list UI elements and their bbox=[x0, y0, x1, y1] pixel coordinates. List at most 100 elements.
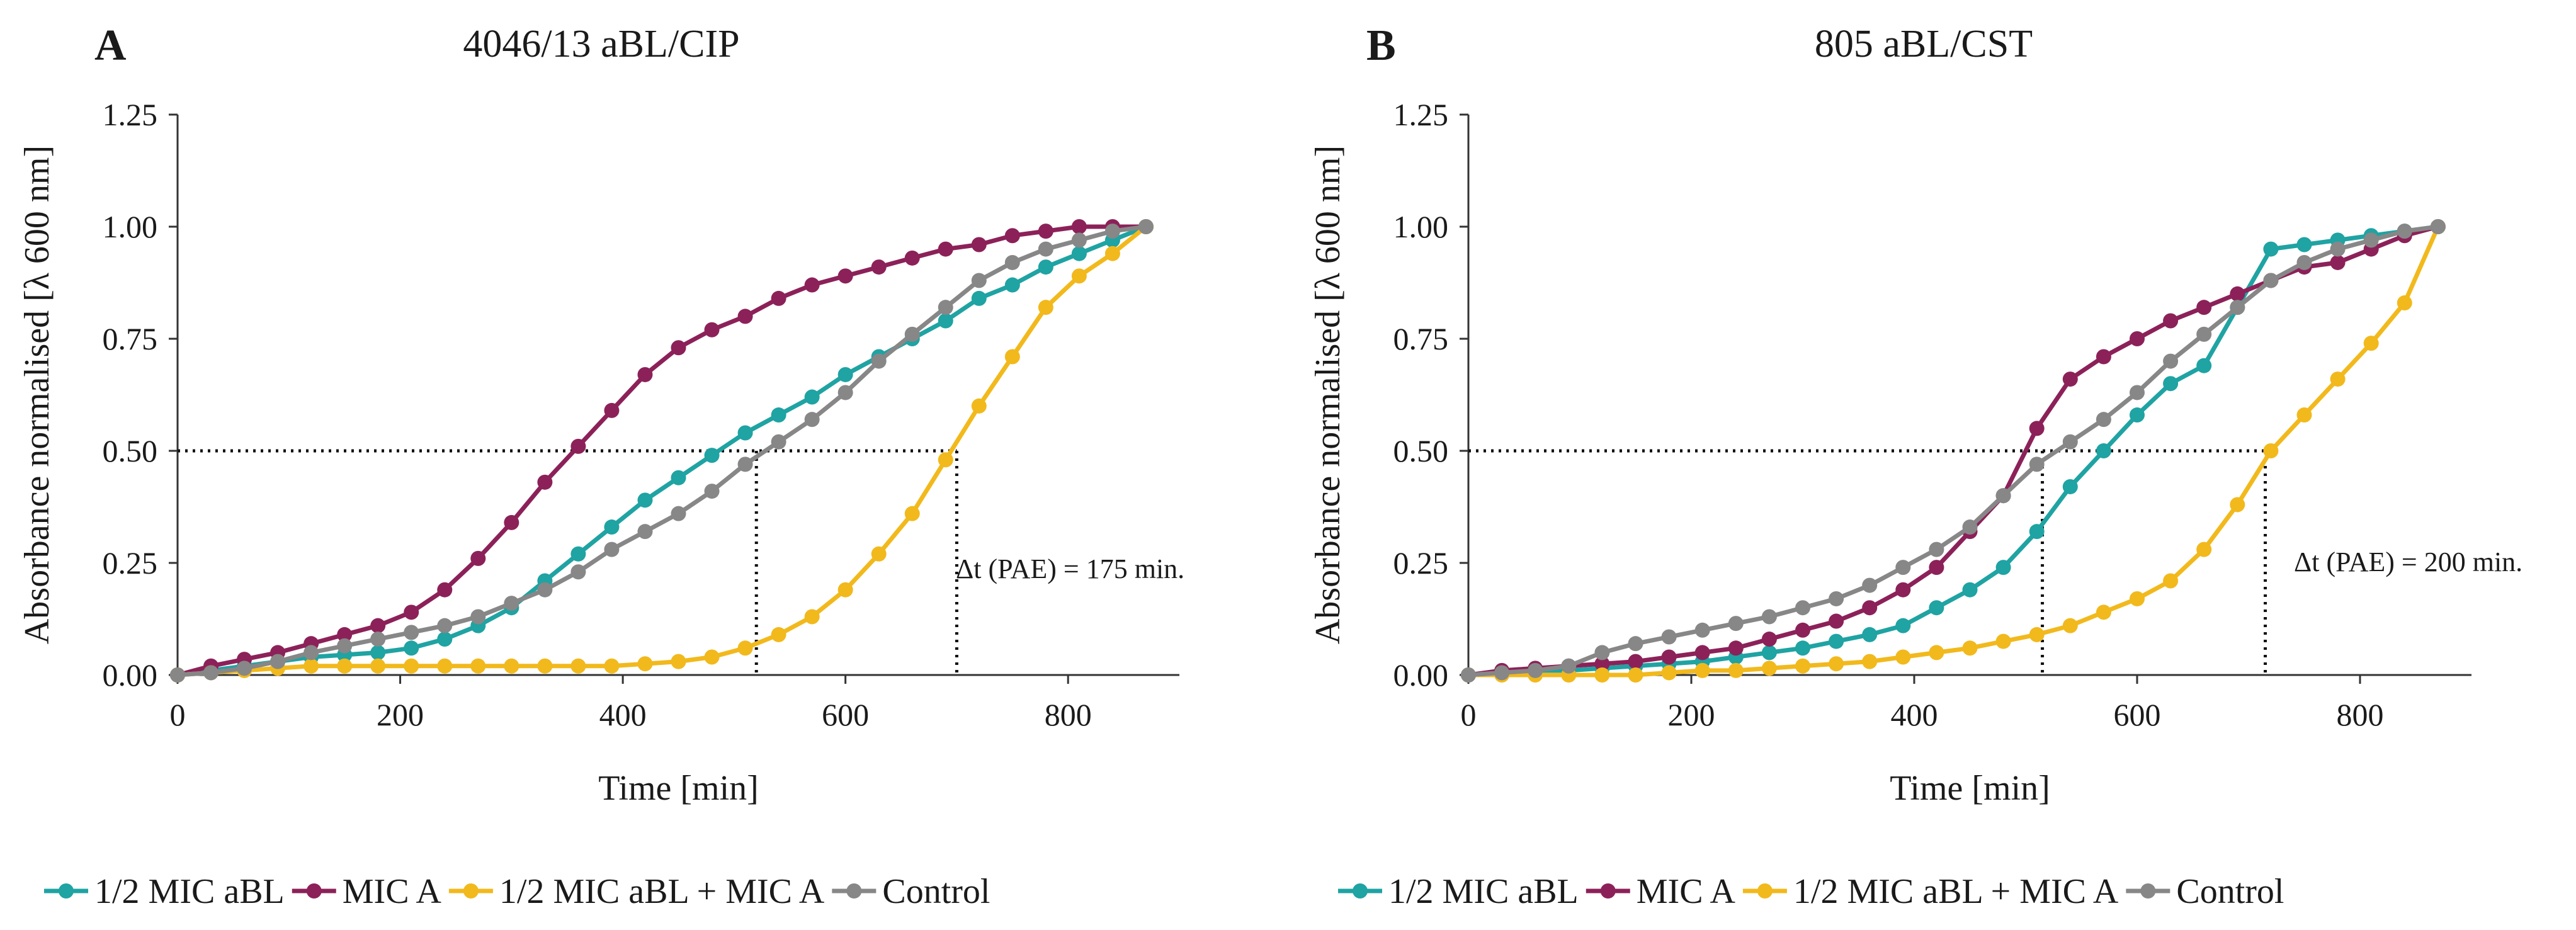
data-point bbox=[1038, 241, 1053, 257]
data-point bbox=[2397, 224, 2412, 239]
data-point bbox=[570, 658, 586, 674]
legend-swatch-marker bbox=[2140, 883, 2156, 899]
data-point bbox=[871, 546, 887, 562]
data-point bbox=[1829, 591, 1844, 606]
data-point bbox=[837, 385, 853, 400]
data-point bbox=[1761, 645, 1777, 661]
data-point bbox=[2130, 331, 2145, 346]
y-tick-label: 1.25 bbox=[103, 97, 158, 132]
data-point bbox=[2130, 385, 2145, 400]
data-point bbox=[2163, 573, 2179, 589]
legend-swatch-marker bbox=[306, 883, 322, 899]
data-point bbox=[2096, 604, 2111, 620]
data-point bbox=[537, 582, 553, 598]
data-point bbox=[1694, 645, 1710, 661]
y-tick-label: 1.00 bbox=[1393, 209, 1449, 244]
data-point bbox=[971, 398, 987, 414]
data-point bbox=[737, 640, 753, 656]
data-point bbox=[637, 524, 653, 540]
data-point bbox=[2096, 443, 2111, 458]
data-point bbox=[604, 542, 620, 557]
data-point bbox=[2062, 618, 2078, 633]
data-point bbox=[370, 658, 386, 674]
y-axis-label: Absorbance normalised [λ 600 nm] bbox=[18, 145, 57, 644]
data-point bbox=[938, 452, 953, 468]
data-point bbox=[637, 366, 653, 382]
data-point bbox=[2330, 371, 2346, 387]
data-point bbox=[904, 506, 920, 521]
data-point bbox=[470, 609, 486, 625]
data-point bbox=[1038, 259, 1053, 275]
data-point bbox=[2163, 376, 2179, 392]
data-point bbox=[1138, 219, 1154, 234]
data-point bbox=[1728, 616, 1744, 632]
data-point bbox=[671, 470, 686, 485]
x-tick-label: 0 bbox=[1461, 697, 1477, 732]
y-tick-label: 0.75 bbox=[103, 321, 158, 356]
data-point bbox=[2196, 358, 2212, 373]
data-point bbox=[170, 667, 185, 683]
x-tick-label: 200 bbox=[377, 697, 424, 732]
x-tick-label: 800 bbox=[2337, 697, 2384, 732]
y-tick-label: 0.00 bbox=[103, 657, 158, 693]
data-point bbox=[1829, 613, 1844, 629]
data-point bbox=[1895, 618, 1911, 633]
chart-title: 4046/13 aBL/CIP bbox=[463, 23, 739, 65]
data-point bbox=[537, 474, 553, 490]
data-point bbox=[370, 632, 386, 647]
y-tick-label: 0.75 bbox=[1393, 321, 1449, 356]
x-tick-label: 800 bbox=[1045, 697, 1092, 732]
data-point bbox=[704, 322, 720, 337]
data-point bbox=[404, 640, 419, 656]
legend-swatch-marker bbox=[463, 883, 479, 899]
y-tick-label: 1.25 bbox=[1393, 97, 1449, 132]
data-point bbox=[1795, 600, 1810, 616]
data-point bbox=[1829, 633, 1844, 649]
data-point bbox=[1929, 542, 1944, 557]
x-tick-label: 400 bbox=[599, 697, 647, 732]
data-point bbox=[938, 313, 953, 329]
data-point bbox=[2029, 627, 2045, 642]
data-point bbox=[1071, 246, 1087, 261]
data-point bbox=[1661, 665, 1677, 681]
data-point bbox=[2363, 232, 2379, 248]
x-tick-label: 400 bbox=[1891, 697, 1938, 732]
data-point bbox=[304, 658, 319, 674]
data-point bbox=[504, 514, 519, 530]
y-tick-label: 0.00 bbox=[1393, 657, 1449, 693]
data-point bbox=[1071, 268, 1087, 284]
data-point bbox=[2029, 456, 2045, 472]
data-point bbox=[704, 649, 720, 665]
data-point bbox=[2263, 443, 2279, 458]
data-point bbox=[337, 627, 353, 642]
data-point bbox=[1761, 661, 1777, 676]
legend-label: MIC A bbox=[343, 872, 442, 911]
data-point bbox=[2263, 241, 2279, 257]
data-point bbox=[1895, 560, 1911, 576]
data-point bbox=[1962, 519, 1978, 535]
data-point bbox=[1594, 656, 1610, 672]
data-point bbox=[637, 656, 653, 672]
data-point bbox=[837, 366, 853, 382]
data-point bbox=[1461, 667, 1476, 683]
data-point bbox=[971, 237, 987, 252]
data-point bbox=[404, 604, 419, 620]
data-point bbox=[2330, 254, 2346, 270]
data-point bbox=[1694, 622, 1710, 638]
data-point bbox=[1494, 665, 1510, 681]
data-point bbox=[737, 456, 753, 472]
data-point bbox=[2096, 349, 2111, 365]
data-point bbox=[1895, 582, 1911, 598]
data-point bbox=[1661, 649, 1677, 665]
data-point bbox=[504, 658, 519, 674]
y-tick-label: 0.25 bbox=[1393, 545, 1449, 581]
data-point bbox=[2296, 407, 2312, 423]
data-point bbox=[1628, 636, 1643, 652]
y-tick-label: 0.25 bbox=[103, 545, 158, 581]
legend-swatch-marker bbox=[846, 883, 862, 899]
data-point bbox=[604, 658, 620, 674]
data-point bbox=[370, 618, 386, 633]
data-point bbox=[1071, 219, 1087, 234]
data-point bbox=[237, 661, 252, 676]
